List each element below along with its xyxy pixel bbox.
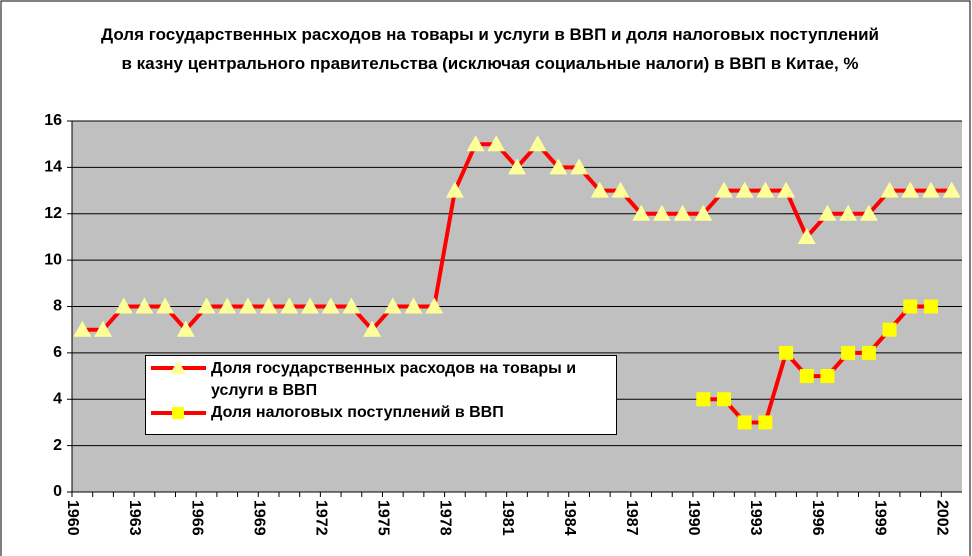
marker [673,204,692,221]
marker [882,322,897,337]
x-tick-label: 1981 [499,500,516,536]
y-tick-label: 4 [53,390,62,407]
chart-title: Доля государственных расходов на товары … [101,25,879,73]
marker [820,369,835,384]
marker [321,297,340,314]
marker [611,181,630,198]
marker [921,181,940,198]
x-tick-label: 1966 [188,500,205,536]
marker [528,135,547,152]
marker [901,181,920,198]
marker [218,297,237,314]
marker [549,158,568,175]
x-tick-label: 1993 [747,500,764,536]
y-tick-label: 12 [44,205,62,222]
marker [861,345,876,360]
marker [694,204,713,221]
marker [176,320,195,337]
legend-marker [172,407,184,419]
marker [859,204,878,221]
x-tick-label: 1978 [437,500,454,536]
marker [696,392,711,407]
x-tick-label: 1975 [375,500,392,536]
marker [73,320,92,337]
marker [903,299,918,314]
x-tick-label: 1987 [623,500,640,536]
x-tick-label: 1960 [64,500,81,536]
marker [445,181,464,198]
x-tick-label: 1999 [871,500,888,536]
marker [716,392,731,407]
marker [839,204,858,221]
y-tick-label: 6 [53,344,62,361]
x-tick-label: 1996 [809,500,826,536]
marker [923,299,938,314]
marker [425,297,444,314]
legend: Доля государственных расходов на товары … [145,355,617,435]
marker [114,297,133,314]
y-tick-label: 16 [44,112,62,129]
marker [777,181,796,198]
y-tick-label: 14 [44,159,62,176]
marker [342,297,361,314]
legend-marker [170,360,186,374]
marker [280,297,299,314]
marker [508,158,526,175]
marker [841,345,856,360]
x-tick-label: 1963 [126,500,143,536]
marker [197,297,216,314]
marker [94,320,113,337]
x-tick-label: 1990 [685,500,702,536]
marker [632,204,651,221]
x-tick-label: 1972 [312,500,329,536]
marker [404,297,423,314]
legend-label: Доля государственных расходов на товары … [211,360,577,399]
marker [756,181,775,198]
marker [487,135,506,152]
marker [238,297,257,314]
marker [735,181,754,198]
legend-label: Доля налоговых поступлений в ВВП [211,404,504,421]
y-tick-label: 8 [53,298,62,315]
marker [758,415,773,430]
marker [259,297,278,314]
marker [652,204,671,221]
x-tick-label: 1969 [250,500,267,536]
marker [135,297,154,314]
marker [363,320,382,337]
y-tick-label: 2 [53,437,62,454]
marker [779,345,794,360]
marker [383,297,402,314]
marker [737,415,752,430]
legend-keys [151,360,206,419]
marker [156,297,175,314]
y-tick-label: 10 [44,251,62,268]
marker [799,369,814,384]
marker [590,181,609,198]
marker [714,181,733,198]
marker [301,297,320,314]
marker [797,227,816,244]
x-tick-label: 1984 [561,500,578,536]
x-tick-label: 2002 [933,500,950,536]
marker [466,135,485,152]
marker [942,181,961,198]
marker [880,181,899,198]
y-tick-label: 0 [53,483,62,500]
marker [818,204,837,221]
marker [570,158,589,175]
